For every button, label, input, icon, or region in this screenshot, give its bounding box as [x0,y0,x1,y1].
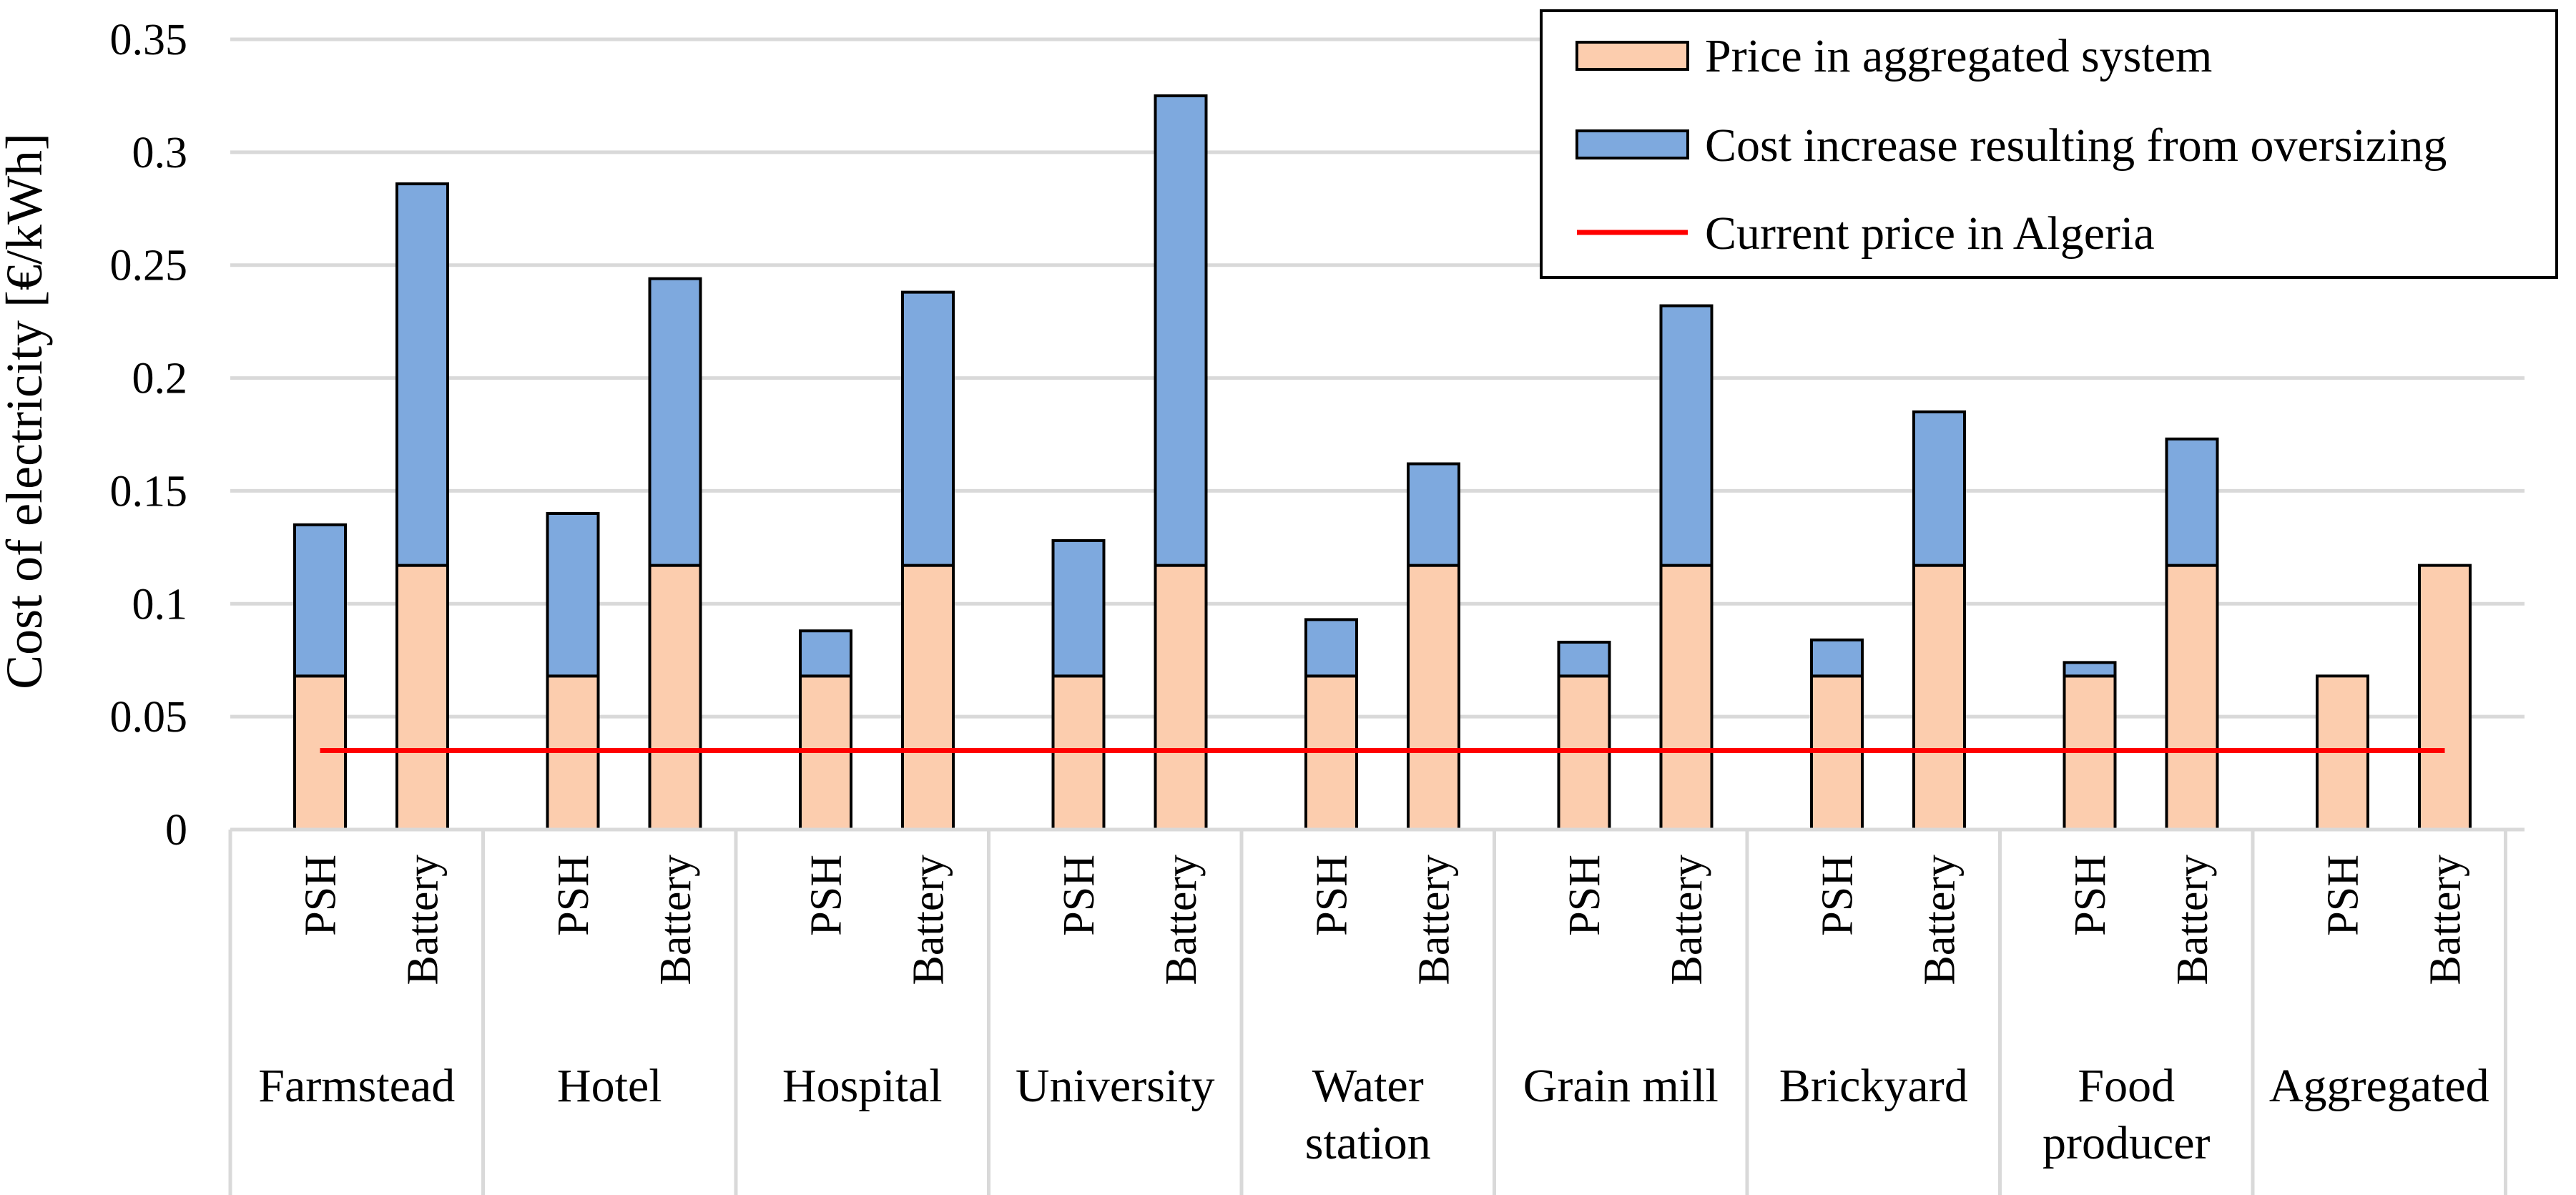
x-tick-label: PSH [802,855,851,936]
x-tick-label: PSH [297,855,345,936]
y-tick-label: 0 [165,806,187,855]
bar-oversizing-segment [799,629,852,678]
bar-oversizing-segment [1051,539,1106,678]
y-tick-label: 0.35 [110,16,188,64]
x-tick-label: Battery [1663,855,1711,985]
bar-price-segment [648,564,702,831]
group-label: Brickyard [1779,1060,1968,1112]
legend-box [1540,9,2558,279]
gridlines [230,37,2525,719]
x-tick-label: PSH [549,855,598,936]
y-tick-label: 0.05 [110,693,188,742]
y-axis-ticks: 0 0.05 0.1 0.15 0.2 0.25 0.3 0.35 [110,16,188,855]
bar-oversizing-segment [1154,94,1208,567]
bar-price-segment [901,564,955,831]
group-label: Farmstead [258,1060,455,1112]
x-tick-label: PSH [1814,855,1862,936]
y-tick-label: 0.25 [110,242,188,290]
bar-oversizing-segment [1407,462,1460,567]
group-label: Water [1312,1060,1424,1112]
legend-swatch-oversizing [1575,129,1689,159]
group-label: Hotel [557,1060,662,1112]
x-tick-label: Battery [2422,855,2470,985]
group-label: producer [2042,1117,2211,1169]
y-tick-label: 0.3 [132,129,188,177]
bar-oversizing-segment [1557,640,1611,678]
x-tick-label: PSH [1055,855,1103,936]
bars [293,94,2472,831]
y-tick-label: 0.2 [132,355,188,403]
bar-price-segment [2418,564,2472,831]
y-tick-label: 0.1 [132,580,188,629]
bar-oversizing-segment [2165,437,2219,567]
x-tick-label: PSH [2319,855,2368,936]
x-tick-label: Battery [1157,855,1206,985]
legend-swatch-price [1575,41,1689,71]
bar-price-segment [395,564,449,831]
legend-label-oversizing: Cost increase resulting from oversizing [1705,119,2447,172]
x-tick-label: Battery [652,855,700,985]
group-label: University [1016,1060,1215,1112]
x-tick-label: Battery [2168,855,2217,985]
legend-label-reference: Current price in Algeria [1705,207,2155,260]
group-label: Hospital [782,1060,943,1112]
group-label: Food [2078,1060,2175,1112]
x-tick-label: Battery [905,855,953,985]
x-tick-label: Battery [1410,855,1459,985]
group-label: station [1305,1117,1431,1169]
bar-oversizing-segment [546,512,600,678]
bar-oversizing-segment [1912,410,1966,567]
x-tick-label: Battery [399,855,448,985]
bar-oversizing-segment [1304,618,1358,678]
bar-price-segment [2165,564,2219,831]
bar-oversizing-segment [1659,304,1714,567]
bar-oversizing-segment [1810,638,1864,678]
x-axis: PSH Battery Farmstead PSH Battery Hotel PSH Bat… [228,827,2525,1195]
bar-price-segment [1912,564,1966,831]
legend: Price in aggregated system Cost increase… [1540,9,2558,279]
group-label: Grain mill [1523,1060,1719,1112]
x-tick-label: PSH [1560,855,1609,936]
group-label: Aggregated [2269,1060,2489,1112]
bar-oversizing-segment [293,523,347,678]
y-axis-title: Cost of electricity [€/kWh] [0,133,53,689]
bar-oversizing-segment [901,290,955,567]
x-tick-label: Battery [1916,855,1965,985]
bar-oversizing-segment [648,277,702,567]
bar-price-segment [1407,564,1460,831]
bar-price-segment [1154,564,1208,831]
x-tick-label: PSH [1308,855,1357,936]
y-tick-label: 0.15 [110,467,188,516]
legend-label-price: Price in aggregated system [1705,30,2212,82]
bar-price-segment [1659,564,1714,831]
bar-oversizing-segment [395,182,449,567]
x-tick-label: PSH [2066,855,2115,936]
bar-oversizing-segment [2063,661,2117,678]
